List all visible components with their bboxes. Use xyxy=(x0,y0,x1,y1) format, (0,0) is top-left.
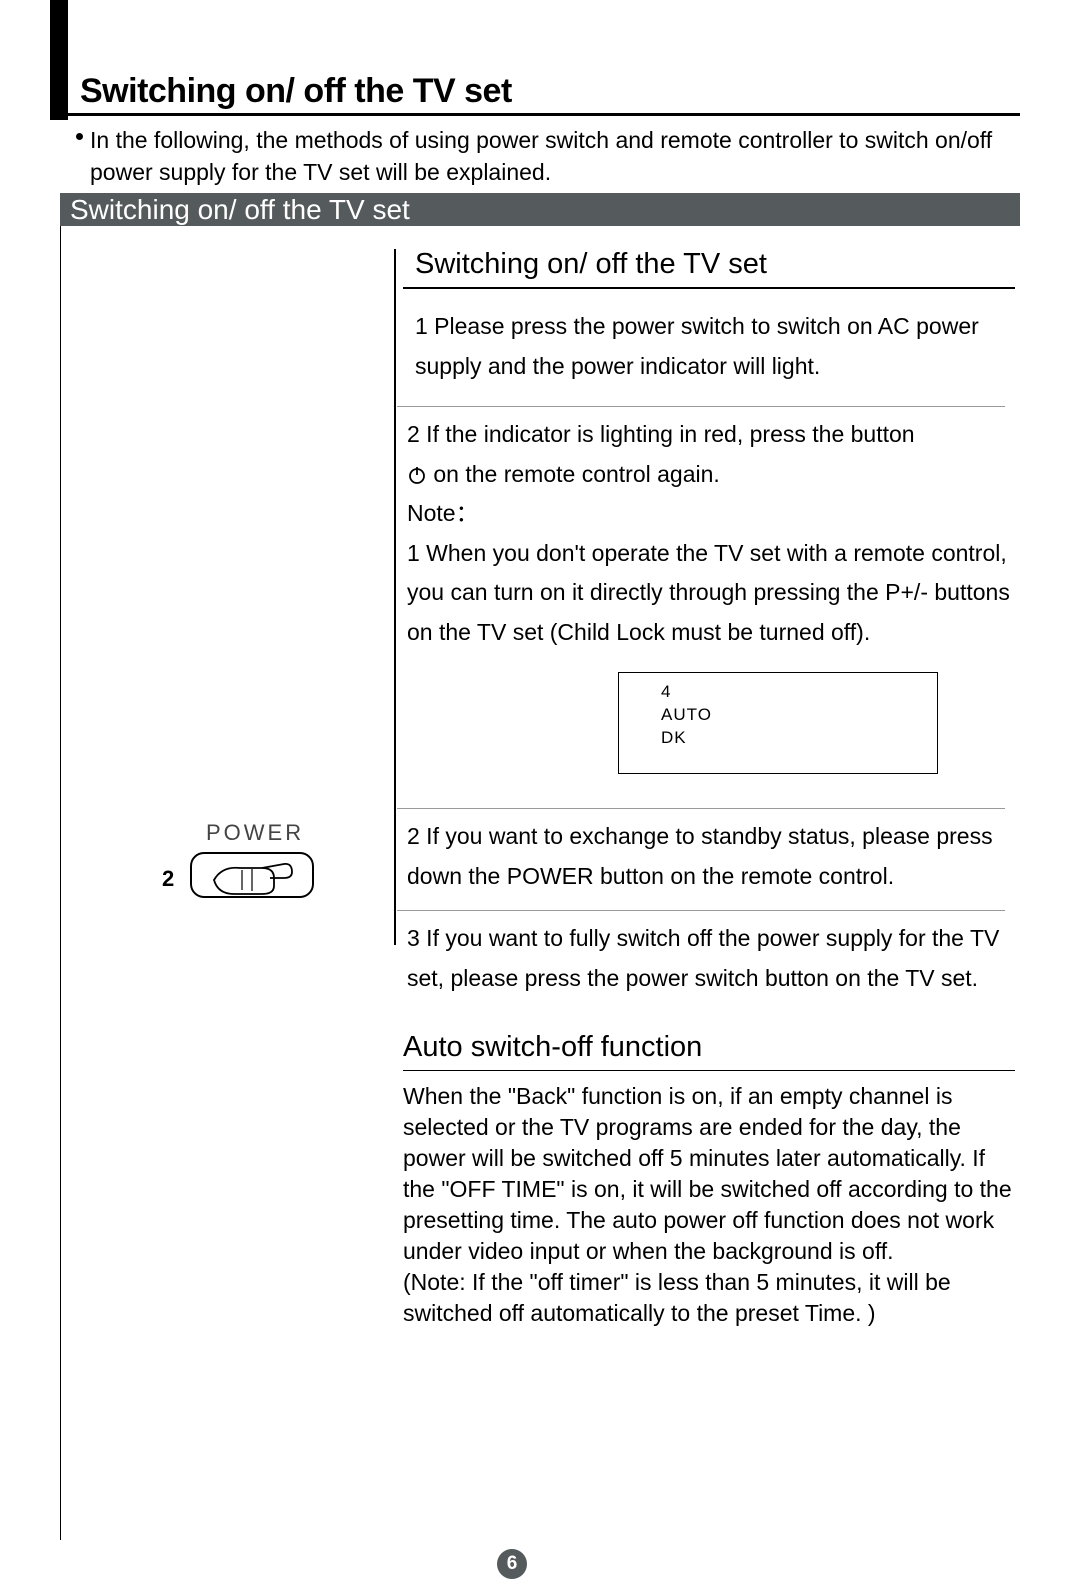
auto-switch-off-body: When the "Back" function is on, if an em… xyxy=(393,1081,1015,1267)
note-label: Note： xyxy=(407,494,1015,534)
subheading-1-underline xyxy=(403,287,1015,289)
subheading-2: Auto switch-off function xyxy=(393,1031,1015,1064)
bullet-icon xyxy=(76,133,83,140)
power-button-illustration xyxy=(190,852,314,898)
step-1-text: 1 Please press the power switch to switc… xyxy=(393,307,1015,386)
manual-page: Switching on/ off the TV set In the foll… xyxy=(0,0,1080,1584)
auto-switch-off-note: (Note: If the "off timer" is less than 5… xyxy=(393,1267,1015,1329)
section-heading-bar: Switching on/ off the TV set xyxy=(60,193,1020,226)
power-icon xyxy=(407,465,427,485)
separator-3 xyxy=(397,910,1005,911)
switch-off-step-text: 3 If you want to fully switch off the po… xyxy=(393,919,1015,998)
subheading-2-underline xyxy=(403,1070,1015,1072)
note-1-text: 1 When you don't operate the TV set with… xyxy=(407,534,1015,653)
power-label: POWER xyxy=(206,820,304,846)
callout-number: 2 xyxy=(162,866,174,892)
power-button-outline xyxy=(190,852,314,898)
osd-spacer xyxy=(393,652,1015,788)
subheading-1: Switching on/ off the TV set xyxy=(415,248,1015,281)
step-2-block: 2 If the indicator is lighting in red, p… xyxy=(393,415,1015,652)
standby-step-text: 2 If you want to exchange to standby sta… xyxy=(393,817,1015,896)
step-2-text-b: on the remote control again. xyxy=(433,461,719,487)
title-underline xyxy=(60,113,1020,116)
page-number-badge: 6 xyxy=(497,1549,527,1579)
intro-text: In the following, the methods of using p… xyxy=(90,127,992,185)
intro-paragraph: In the following, the methods of using p… xyxy=(90,124,1000,188)
separator-1 xyxy=(397,406,1005,407)
hand-press-icon xyxy=(212,860,300,900)
left-vertical-rule xyxy=(60,226,61,1540)
step-2-text-a: 2 If the indicator is lighting in red, p… xyxy=(407,421,915,447)
right-column: Switching on/ off the TV set 1 Please pr… xyxy=(393,248,1015,1329)
page-title: Switching on/ off the TV set xyxy=(80,72,512,111)
corner-decoration xyxy=(50,0,68,120)
separator-2 xyxy=(397,808,1005,809)
subheading-2-block: Auto switch-off function When the "Back"… xyxy=(393,1031,1015,1330)
